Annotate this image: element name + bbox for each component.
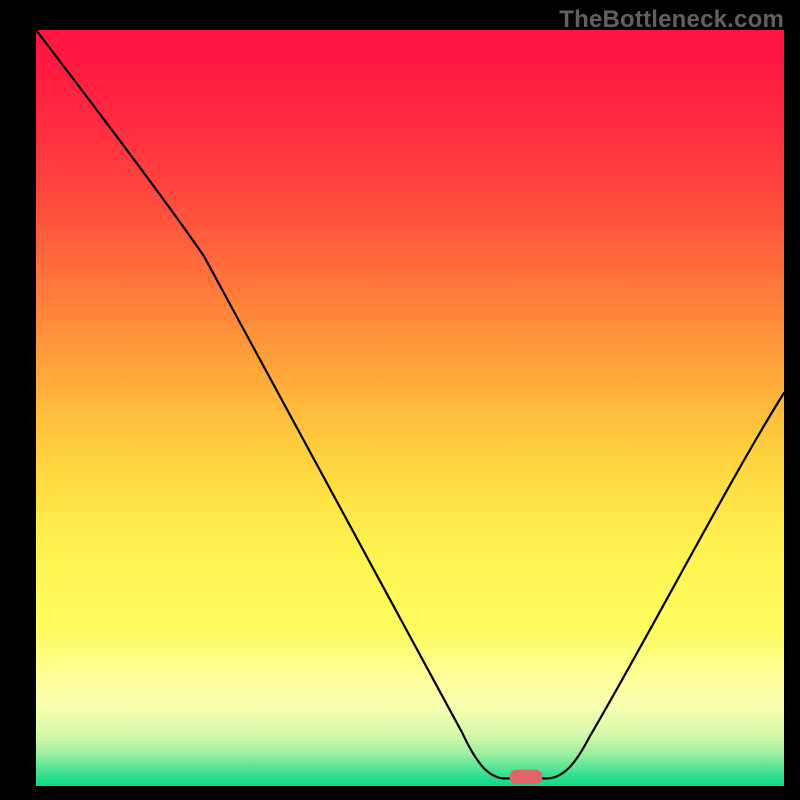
optimal-marker [509,770,542,784]
chart-background [36,30,784,786]
bottleneck-curve-chart [36,30,784,786]
